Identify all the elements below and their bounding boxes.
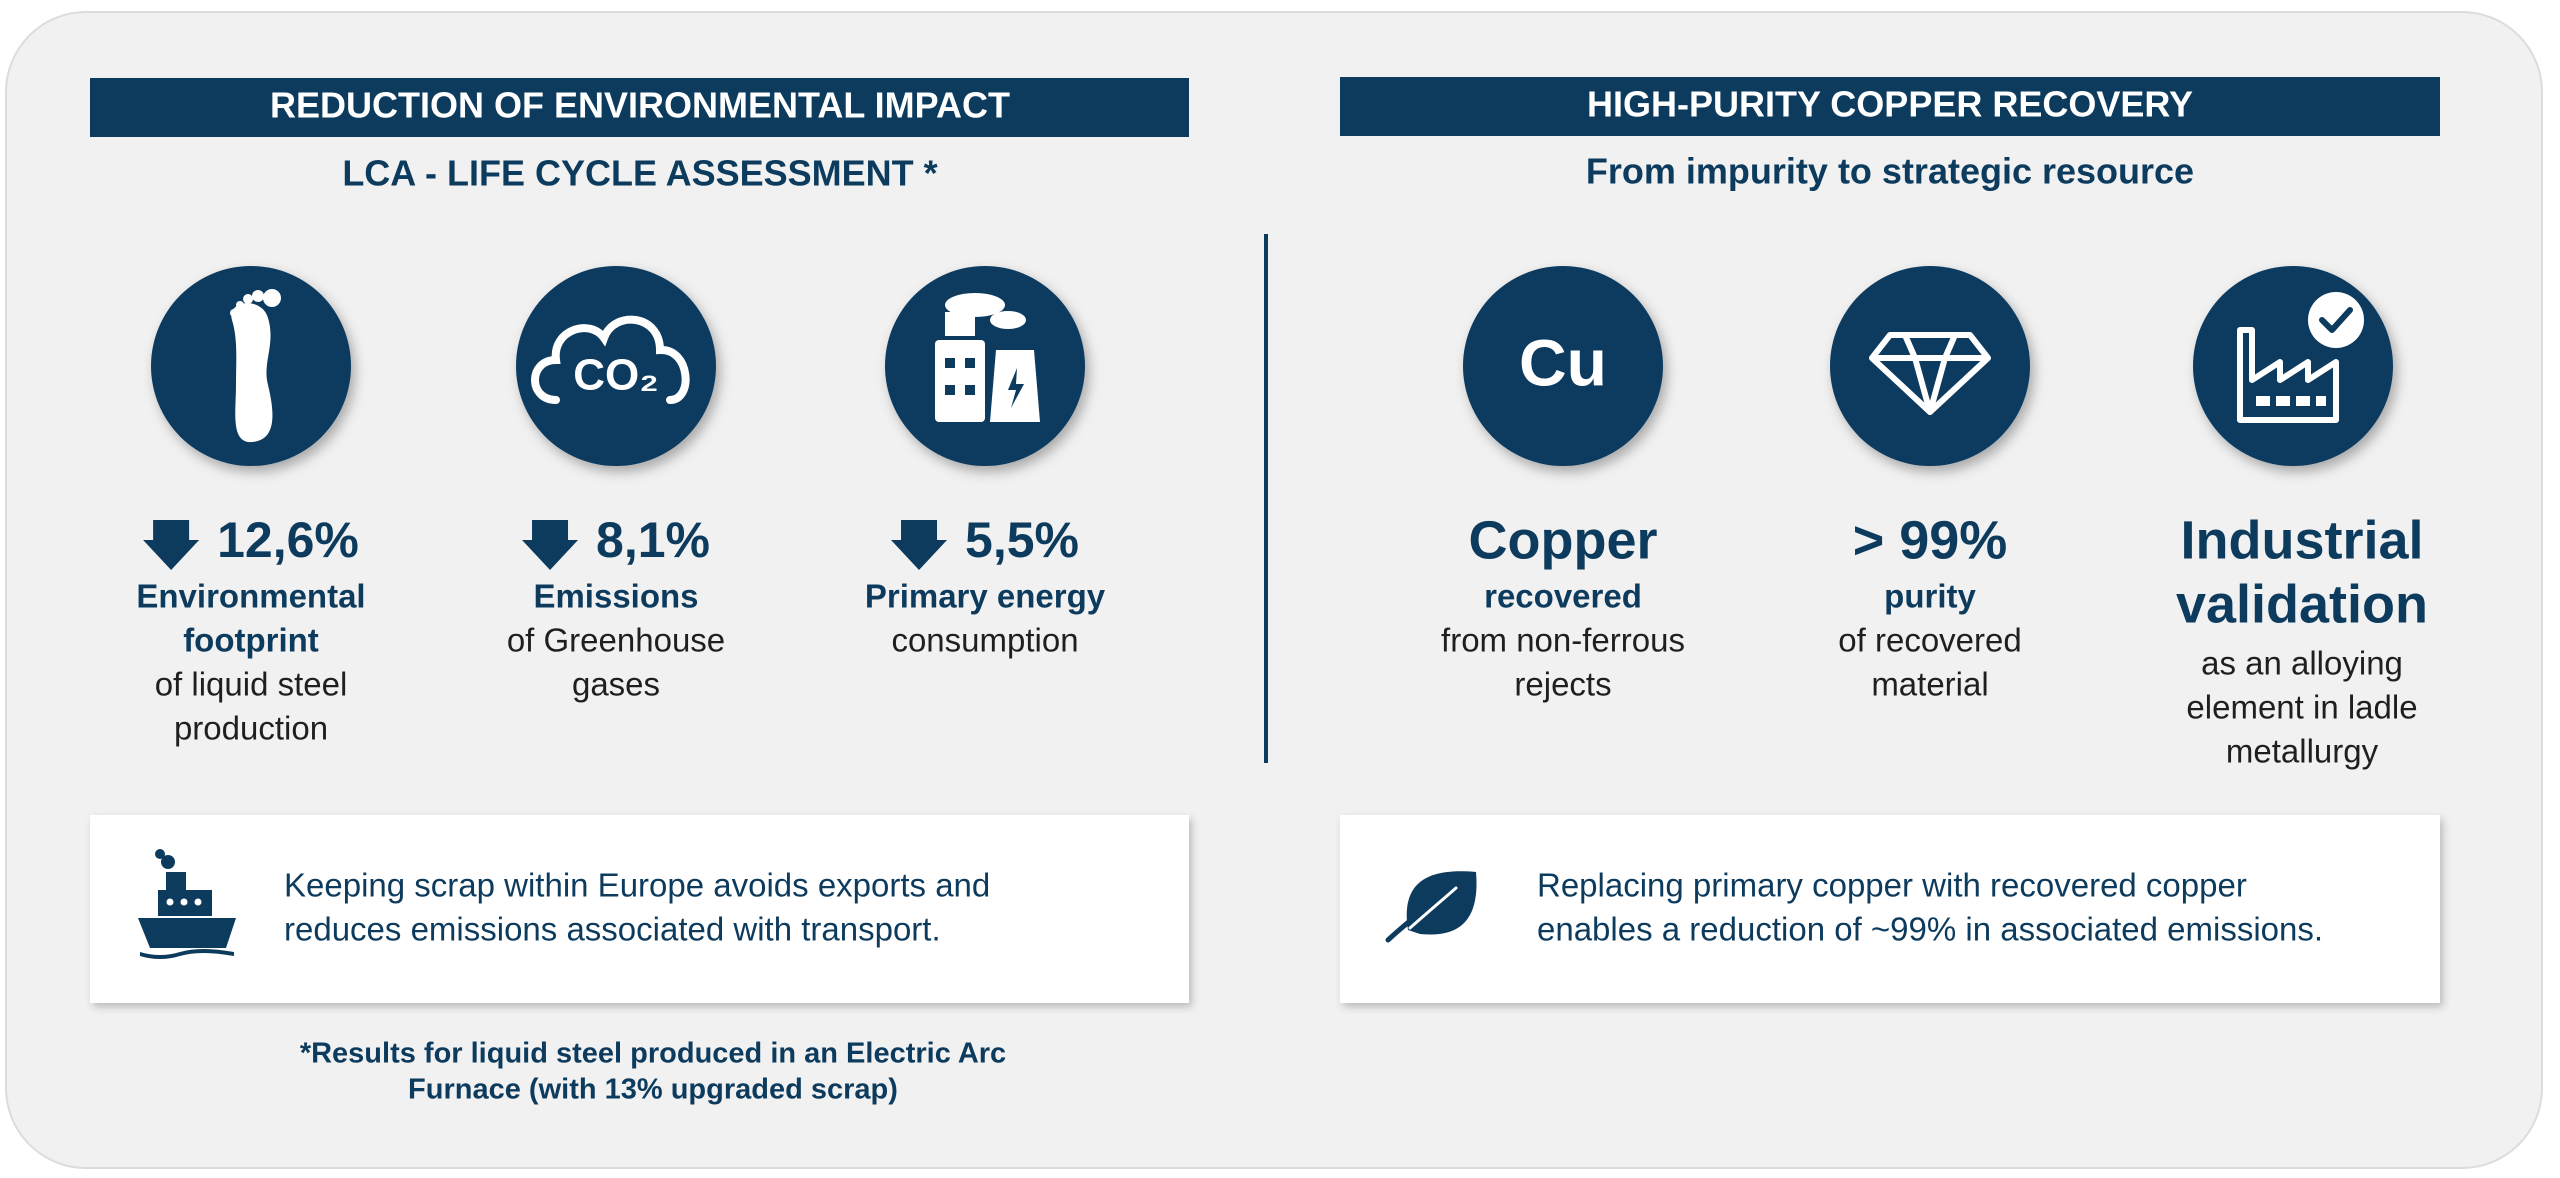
- stat-label: purity: [1884, 578, 1976, 615]
- down-arrow: [522, 520, 579, 570]
- stat-description: from non-ferrous: [1441, 622, 1685, 659]
- footnote: *Results for liquid steel produced in an…: [300, 1038, 1006, 1070]
- note-text: enables a reduction of ~99% in associate…: [1537, 911, 2323, 948]
- stat-label: recovered: [1484, 578, 1642, 615]
- icon-label: Cu: [1519, 325, 1607, 399]
- stat-description: gases: [572, 666, 660, 703]
- stat-description: material: [1871, 666, 1988, 703]
- stat-label: Emissions: [533, 578, 698, 615]
- stat-description: as an alloying: [2201, 645, 2403, 682]
- note-text: Keeping scrap within Europe avoids expor…: [284, 867, 990, 904]
- subtitle: LCA - LIFE CYCLE ASSESSMENT *: [342, 153, 937, 194]
- footnote: Furnace (with 13% upgraded scrap): [408, 1074, 898, 1106]
- stat-description: metallurgy: [2226, 733, 2379, 770]
- stat-value: 12,6%: [217, 512, 359, 568]
- down-arrow: [143, 520, 200, 570]
- icon-circle: [1830, 266, 2030, 466]
- note-box: [1340, 815, 2440, 1003]
- header: REDUCTION OF ENVIRONMENTAL IMPACT: [270, 85, 1010, 126]
- stat-headline: validation: [2176, 574, 2428, 634]
- stat-description: of recovered: [1838, 622, 2021, 659]
- stat-headline: Industrial: [2180, 510, 2423, 570]
- stat-value: 5,5%: [965, 512, 1079, 568]
- stat-description: of liquid steel: [155, 666, 348, 703]
- header: HIGH-PURITY COPPER RECOVERY: [1587, 84, 2193, 125]
- cloud-icon: [531, 315, 690, 404]
- stat-label: Primary energy: [865, 578, 1106, 615]
- stat-description: production: [174, 710, 328, 747]
- stat-headline: > 99%: [1853, 510, 2008, 570]
- stat-value: 8,1%: [596, 512, 710, 568]
- icon-circle: [2193, 266, 2393, 466]
- ship-windows: [166, 898, 202, 906]
- header-bar: [90, 78, 1189, 137]
- icon-circle: [1463, 266, 1663, 466]
- factory-icon: [2237, 292, 2364, 423]
- subtitle: From impurity to strategic resource: [1586, 151, 2194, 192]
- stat-description: element in ladle: [2186, 689, 2417, 726]
- down-arrow: [891, 520, 948, 570]
- header-bar: [1340, 77, 2440, 136]
- stat-headline: Copper: [1469, 510, 1658, 570]
- note-text: reduces emissions associated with transp…: [284, 911, 941, 948]
- stat-description: rejects: [1514, 666, 1611, 703]
- stat-description: of Greenhouse: [507, 622, 725, 659]
- note-text: Replacing primary copper with recovered …: [1537, 867, 2247, 904]
- icon-circle: [516, 266, 716, 466]
- icon-label: CO₂: [573, 351, 659, 400]
- footprint-icon: [230, 289, 281, 443]
- stat-label: Environmental: [136, 578, 365, 615]
- note-box: [90, 815, 1189, 1003]
- stat-label: footprint: [183, 622, 319, 659]
- diamond-icon: [1869, 332, 1991, 415]
- stat-description: consumption: [891, 622, 1078, 659]
- leaf-icon: [1385, 871, 1477, 943]
- plant-windows: [945, 358, 1024, 408]
